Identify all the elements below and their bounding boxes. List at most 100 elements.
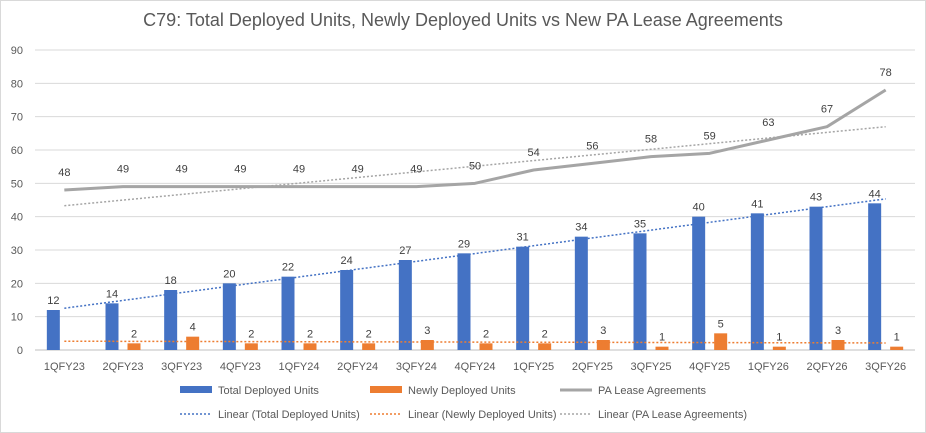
bar xyxy=(127,343,141,350)
bar-data-label: 43 xyxy=(810,192,822,204)
bar xyxy=(596,340,610,350)
bar xyxy=(655,346,669,350)
x-tick-label: 1QFY24 xyxy=(279,361,320,373)
bar xyxy=(46,310,60,350)
bar-data-label: 3 xyxy=(835,325,841,337)
bar xyxy=(809,206,823,350)
bar-data-label: 4 xyxy=(190,322,196,334)
bar xyxy=(244,343,258,350)
line-data-label: 49 xyxy=(176,164,188,176)
bar xyxy=(362,343,376,350)
bars xyxy=(46,203,904,350)
bar-data-label: 2 xyxy=(307,328,313,340)
bar-data-label: 22 xyxy=(282,262,294,274)
bar xyxy=(479,343,493,350)
line-data-label: 48 xyxy=(58,167,70,179)
line-data-label: 56 xyxy=(586,140,598,152)
legend-swatch xyxy=(180,386,212,393)
bar xyxy=(714,333,728,350)
bar-data-label: 2 xyxy=(366,328,372,340)
trendline xyxy=(64,340,886,344)
bar-data-label: 31 xyxy=(517,232,529,244)
bar-data-label: 24 xyxy=(341,255,353,267)
trendlines xyxy=(64,125,886,344)
x-tick-label: 3QFY26 xyxy=(865,361,906,373)
bar-data-label: 29 xyxy=(458,238,470,250)
y-tick-label: 0 xyxy=(17,345,23,357)
y-tick-label: 50 xyxy=(11,178,23,190)
bar-data-label: 41 xyxy=(751,198,763,210)
bar-data-label: 5 xyxy=(718,318,724,330)
bar xyxy=(281,276,295,350)
y-tick-label: 40 xyxy=(11,212,23,224)
legend-label: Linear (Newly Deployed Units) xyxy=(408,409,557,421)
line-data-label: 67 xyxy=(821,104,833,116)
line-data-label: 49 xyxy=(352,164,364,176)
line-series xyxy=(64,88,887,192)
line-data-label: 49 xyxy=(234,164,246,176)
bar-data-label: 18 xyxy=(165,275,177,287)
x-tick-label: 2QFY23 xyxy=(103,361,144,373)
bar xyxy=(186,336,200,350)
x-tick-label: 4QFY25 xyxy=(689,361,730,373)
bar-data-label: 2 xyxy=(542,328,548,340)
bar-data-label: 2 xyxy=(131,328,137,340)
line-data-label: 49 xyxy=(293,164,305,176)
legend-label: Total Deployed Units xyxy=(218,385,319,397)
bar xyxy=(398,260,412,350)
bar xyxy=(420,340,434,350)
bar-data-label: 3 xyxy=(600,325,606,337)
bar xyxy=(574,236,588,350)
y-tick-label: 90 xyxy=(11,45,23,57)
line-data-label: 58 xyxy=(645,134,657,146)
x-tick-label: 1QFY25 xyxy=(513,361,554,373)
bar-data-label: 27 xyxy=(399,245,411,257)
bar-data-label: 1 xyxy=(659,332,665,344)
x-tick-label: 2QFY26 xyxy=(807,361,848,373)
legend-label: Linear (Total Deployed Units) xyxy=(218,409,360,421)
bar xyxy=(457,253,471,350)
bar-data-label: 2 xyxy=(248,328,254,340)
y-tick-label: 80 xyxy=(11,78,23,90)
bar xyxy=(692,216,706,350)
bar-data-label: 2 xyxy=(483,328,489,340)
x-tick-label: 4QFY24 xyxy=(455,361,496,373)
bar xyxy=(222,283,236,350)
line-data-label: 49 xyxy=(410,164,422,176)
bar xyxy=(772,346,786,350)
legend: Total Deployed Units Newly Deployed Units… xyxy=(180,385,747,421)
x-tick-label: 2QFY25 xyxy=(572,361,613,373)
trendline xyxy=(64,125,886,207)
bar xyxy=(516,246,530,350)
x-tick-label: 2QFY24 xyxy=(337,361,378,373)
bar-data-label: 34 xyxy=(575,222,587,234)
legend-label: PA Lease Agreements xyxy=(598,385,707,397)
line-data-label: 78 xyxy=(880,67,892,79)
x-axis-ticks: 1QFY23 2QFY23 3QFY23 4QFY23 1QFY24 2QFY24 3QFY… xyxy=(44,361,906,373)
bar xyxy=(164,290,178,350)
x-tick-label: 3QFY23 xyxy=(161,361,202,373)
line-data-label: 54 xyxy=(528,147,540,159)
bar xyxy=(303,343,317,350)
bar-data-label: 40 xyxy=(693,202,705,214)
bar xyxy=(340,270,354,350)
legend-swatch xyxy=(370,386,402,393)
x-tick-label: 4QFY23 xyxy=(220,361,261,373)
y-tick-label: 20 xyxy=(11,278,23,290)
bar xyxy=(750,213,764,350)
bar-data-label: 20 xyxy=(223,268,235,280)
bar-data-label: 44 xyxy=(869,188,881,200)
bar xyxy=(868,203,882,350)
x-tick-label: 3QFY25 xyxy=(631,361,672,373)
x-tick-label: 1QFY26 xyxy=(748,361,789,373)
bar-data-label: 12 xyxy=(47,295,59,307)
bar xyxy=(633,233,647,350)
bar xyxy=(538,343,552,350)
x-tick-label: 1QFY23 xyxy=(44,361,85,373)
line-data-label: 63 xyxy=(762,117,774,129)
y-tick-label: 30 xyxy=(11,245,23,257)
bar-data-label: 1 xyxy=(894,332,900,344)
legend-label: Newly Deployed Units xyxy=(408,385,516,397)
bar-data-label: 14 xyxy=(106,288,118,300)
